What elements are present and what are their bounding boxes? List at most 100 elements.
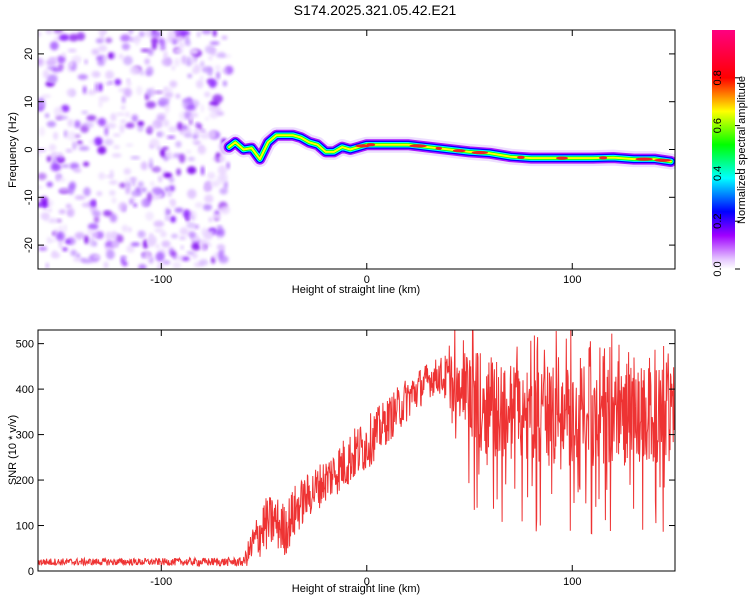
noise-blob bbox=[191, 242, 201, 251]
noise-blob bbox=[201, 165, 205, 176]
noise-blob bbox=[72, 141, 77, 151]
noise-blob bbox=[67, 119, 74, 127]
noise-blob bbox=[159, 148, 166, 158]
noise-blob bbox=[51, 67, 63, 72]
noise-blob bbox=[58, 238, 63, 249]
noise-blob bbox=[180, 245, 184, 250]
noise-blob bbox=[201, 244, 207, 252]
noise-blob bbox=[105, 70, 115, 80]
noise-blob bbox=[70, 249, 77, 257]
noise-blob bbox=[87, 229, 95, 235]
noise-blob bbox=[133, 203, 137, 208]
spectrogram-xlabel: Height of straight line (km) bbox=[292, 284, 420, 296]
noise-blob bbox=[92, 210, 102, 217]
noise-blob bbox=[76, 32, 86, 41]
snr-ytick-label: 200 bbox=[16, 475, 34, 487]
spectrogram-xtick-label: -100 bbox=[150, 274, 172, 286]
noise-blob bbox=[194, 122, 200, 126]
noise-blob bbox=[91, 48, 100, 55]
noise-blob bbox=[165, 150, 172, 158]
noise-blob bbox=[91, 70, 101, 78]
noise-blob bbox=[47, 74, 58, 84]
noise-blob bbox=[104, 126, 109, 136]
noise-blob bbox=[146, 66, 154, 76]
noise-blob bbox=[126, 245, 135, 253]
noise-blob bbox=[199, 131, 211, 140]
noise-blob bbox=[96, 191, 103, 197]
noise-blob bbox=[87, 223, 99, 230]
noise-blob bbox=[157, 131, 165, 138]
noise-blob bbox=[65, 203, 72, 209]
noise-blob bbox=[66, 88, 75, 97]
ridge-peak bbox=[355, 144, 371, 148]
ridge-peak bbox=[471, 151, 488, 155]
noise-blob bbox=[73, 257, 82, 263]
ridge-peak bbox=[409, 144, 427, 148]
noise-blob bbox=[48, 57, 58, 61]
noise-blob bbox=[210, 180, 220, 188]
noise-blob bbox=[83, 121, 94, 129]
noise-blob bbox=[63, 224, 67, 233]
noise-blob bbox=[130, 156, 141, 160]
noise-blob bbox=[163, 172, 173, 178]
noise-blob bbox=[166, 135, 176, 139]
noise-blob bbox=[197, 144, 207, 155]
noise-blob bbox=[122, 260, 128, 267]
snr-xtick-label: 100 bbox=[563, 576, 581, 588]
noise-blob bbox=[186, 216, 195, 220]
colorbar-tick-label: 0.0 bbox=[712, 261, 724, 276]
noise-blob bbox=[208, 78, 217, 89]
colorbar-tick-label: 0.6 bbox=[712, 118, 724, 133]
noise-blob bbox=[93, 254, 101, 259]
noise-blob bbox=[186, 221, 196, 229]
noise-blob bbox=[176, 168, 182, 176]
ridge-peak bbox=[654, 158, 672, 162]
noise-blob bbox=[189, 48, 199, 55]
noise-blob bbox=[98, 95, 110, 103]
noise-blob bbox=[145, 211, 154, 221]
noise-blob bbox=[61, 164, 70, 168]
noise-blob bbox=[216, 53, 227, 58]
colorbar-tick-label: 0.8 bbox=[712, 70, 724, 85]
noise-blob bbox=[97, 59, 105, 67]
noise-blob bbox=[106, 249, 115, 260]
noise-blob bbox=[123, 168, 132, 175]
snr-xlabel: Height of straight line (km) bbox=[292, 583, 420, 595]
ridge-peak bbox=[635, 157, 653, 161]
noise-blob bbox=[207, 105, 215, 111]
noise-blob bbox=[84, 235, 89, 245]
noise-blob bbox=[55, 173, 60, 182]
noise-blob bbox=[138, 30, 145, 38]
noise-blob bbox=[104, 138, 114, 146]
noise-blob bbox=[69, 162, 80, 170]
noise-blob bbox=[157, 145, 161, 151]
noise-blob bbox=[189, 115, 194, 121]
noise-blob bbox=[176, 255, 184, 261]
noise-blob bbox=[59, 187, 70, 193]
noise-blob bbox=[108, 52, 114, 60]
noise-blob bbox=[170, 215, 177, 223]
noise-blob bbox=[137, 181, 144, 188]
colorbar-tick-label: 0.4 bbox=[712, 166, 724, 181]
noise-blob bbox=[49, 41, 59, 51]
noise-blob bbox=[120, 105, 126, 110]
noise-blob bbox=[153, 220, 165, 228]
noise-blob bbox=[138, 230, 145, 238]
noise-blob bbox=[215, 230, 223, 236]
noise-blob bbox=[219, 155, 226, 163]
noise-blob bbox=[114, 78, 122, 86]
noise-blob bbox=[149, 157, 153, 168]
noise-blob bbox=[51, 252, 61, 259]
snr-ytick-label: 500 bbox=[16, 339, 34, 351]
noise-blob bbox=[160, 230, 167, 238]
noise-blob bbox=[48, 218, 58, 224]
noise-blob bbox=[119, 123, 125, 134]
noise-blob bbox=[100, 32, 104, 42]
noise-blob bbox=[47, 238, 58, 243]
noise-blob bbox=[155, 251, 165, 262]
noise-blob bbox=[141, 252, 145, 260]
noise-blob bbox=[74, 143, 84, 147]
noise-blob bbox=[156, 114, 166, 122]
